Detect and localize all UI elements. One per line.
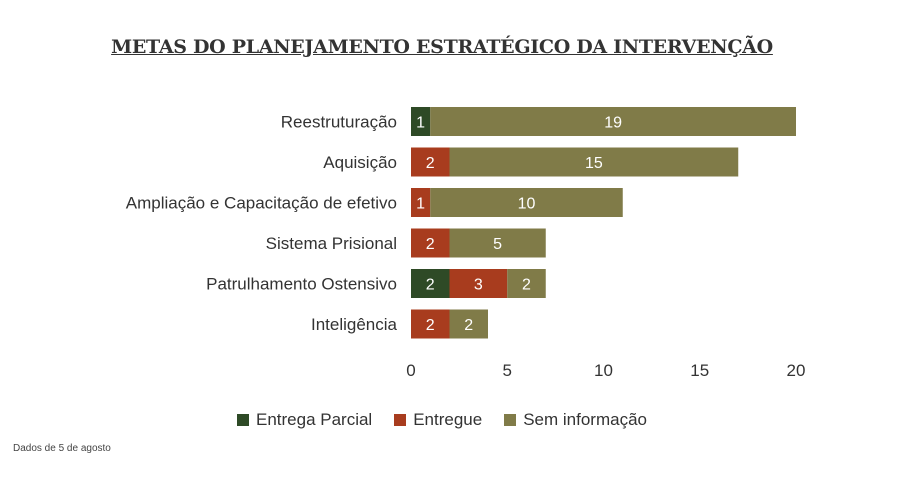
data-label-entregue: 2 (426, 236, 435, 253)
chart-title: METAS DO PLANEJAMENTO ESTRATÉGICO DA INT… (111, 36, 773, 58)
bar-segment-sem-informacao (449, 309, 488, 339)
x-tick-label: 5 (503, 361, 512, 380)
data-label-sem-informacao: 19 (604, 115, 622, 132)
bar-segment-entregue (411, 228, 450, 258)
bar-segment-sem-informacao (449, 228, 546, 258)
bar-segment-sem-informacao (430, 107, 796, 136)
bar-segment-entrega-parcial (411, 269, 450, 298)
data-label-entregue: 2 (426, 155, 435, 172)
legend-label-sem-informacao: Sem informação (523, 410, 647, 429)
bar-segment-entrega-parcial (411, 107, 431, 136)
bar-segment-sem-informacao (430, 188, 623, 217)
data-label-sem-informacao: 2 (464, 317, 473, 334)
data-label-entregue: 1 (416, 196, 425, 213)
legend-swatch-entrega-parcial (236, 414, 249, 426)
category-label-patrulhamento-ostensivo: Patrulhamento Ostensivo (206, 275, 397, 294)
bar-segment-entregue (411, 309, 450, 339)
data-label-sem-informacao: 5 (493, 236, 502, 253)
data-label-sem-informacao: 10 (518, 196, 536, 213)
legend-item-sem-informacao: Sem informação (504, 410, 647, 430)
legend-label-entrega-parcial: Entrega Parcial (255, 410, 373, 429)
legend-item-entrega-parcial: Entrega Parcial (236, 410, 373, 430)
bar-segment-entregue (449, 269, 508, 298)
data-label-entregue: 2 (426, 317, 435, 334)
category-label-reestruturacao: Reestruturação (281, 113, 397, 132)
category-label-aquisicao: Aquisição (323, 153, 397, 172)
category-label-ampliacao-e-capacitacao-de-efetivo: Ampliação e Capacitação de efetivo (126, 194, 397, 213)
legend-swatch-sem-informacao (504, 414, 517, 426)
data-label-entregue: 3 (474, 277, 483, 294)
legend-swatch-entregue (394, 414, 407, 426)
x-tick-label: 15 (690, 361, 709, 380)
source-footnote: Dados de 5 de agosto (13, 443, 111, 454)
legend: Entrega Parcial Entregue Sem informação (0, 410, 884, 430)
x-tick-label: 0 (406, 361, 415, 380)
data-label-entrega-parcial: 2 (426, 277, 435, 294)
bar-segment-sem-informacao (449, 147, 739, 177)
x-tick-label: 20 (787, 361, 806, 380)
data-label-sem-informacao: 2 (522, 277, 531, 294)
x-tick-label: 10 (594, 361, 613, 380)
bar-segment-sem-informacao (507, 269, 546, 298)
bar-segment-entregue (411, 147, 450, 177)
legend-label-entregue: Entregue (413, 410, 483, 429)
data-label-sem-informacao: 15 (585, 155, 603, 172)
legend-item-entregue: Entregue (394, 410, 482, 430)
data-label-entrega-parcial: 1 (416, 115, 425, 132)
category-label-sistema-prisional: Sistema Prisional (266, 234, 397, 253)
bar-segment-entregue (411, 188, 431, 217)
category-label-inteligencia: Inteligência (311, 315, 398, 334)
